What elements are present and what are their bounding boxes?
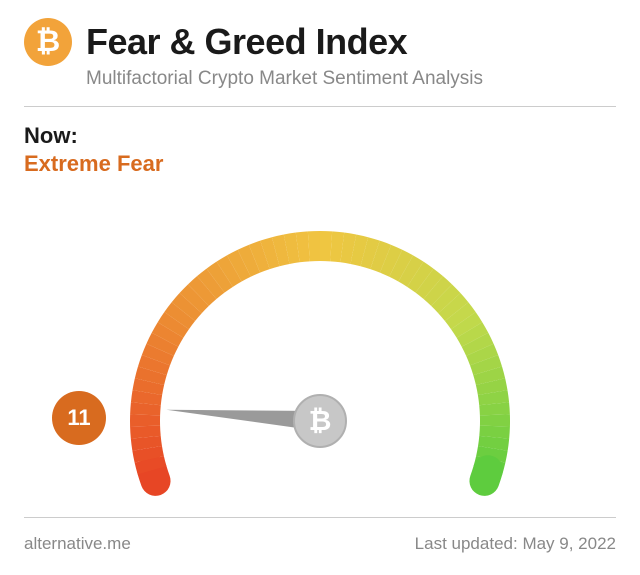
page-subtitle: Multifactorial Crypto Market Sentiment A… — [86, 68, 616, 90]
svg-text:₿: ₿ — [309, 405, 332, 436]
value-number: 11 — [67, 405, 90, 431]
divider-top — [24, 106, 616, 107]
source-label: alternative.me — [24, 534, 131, 554]
gauge-chart: ₿ 11 — [24, 181, 616, 501]
now-label: Now: — [24, 123, 616, 149]
page-title: Fear & Greed Index — [86, 21, 407, 63]
sentiment-label: Extreme Fear — [24, 151, 616, 177]
gauge-svg: ₿ — [80, 181, 560, 501]
value-badge: 11 — [52, 391, 106, 445]
bitcoin-glyph: ₿ — [36, 25, 60, 59]
divider-bottom — [24, 517, 616, 518]
bitcoin-icon: ₿ — [24, 18, 72, 66]
updated-label: Last updated: May 9, 2022 — [415, 534, 616, 554]
